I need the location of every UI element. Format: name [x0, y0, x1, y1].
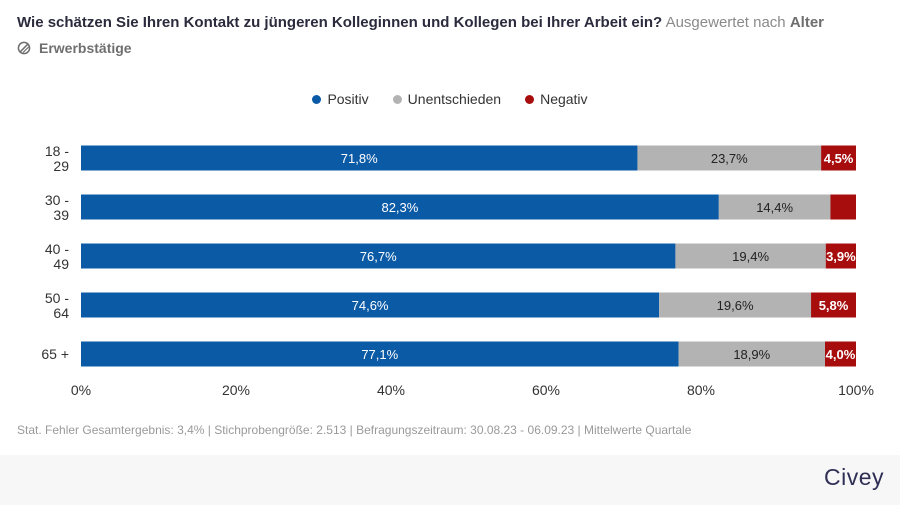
- bar-positiv: [81, 341, 679, 367]
- population-filter: Erwerbstätige: [17, 40, 132, 56]
- bar-negativ: [811, 292, 856, 318]
- chart-legend: Positiv Unentschieden Negativ: [0, 91, 900, 107]
- data-label-unentschieden: 18,9%: [733, 347, 770, 362]
- bar-positiv: [81, 194, 719, 220]
- category-label: 30 -39: [45, 192, 69, 223]
- methodology-footnote: Stat. Fehler Gesamtergebnis: 3,4% | Stic…: [17, 423, 692, 437]
- x-tick-label: 60%: [532, 382, 560, 398]
- x-tick-label: 80%: [687, 382, 715, 398]
- bar-unentschieden: [659, 292, 812, 318]
- data-label-positiv: 76,7%: [360, 249, 397, 264]
- data-label-positiv: 77,1%: [361, 347, 398, 362]
- data-label-positiv: 74,6%: [352, 298, 389, 313]
- legend-item-negativ[interactable]: Negativ: [525, 91, 588, 107]
- legend-label-unentschieden: Unentschieden: [407, 91, 502, 107]
- bar-positiv: [81, 292, 660, 318]
- bar-unentschieden: [637, 145, 822, 171]
- grouping-dimension: Alter: [789, 14, 825, 31]
- legend-item-unentschieden[interactable]: Unentschieden: [392, 91, 502, 107]
- legend-dot-unentschieden: [392, 94, 402, 104]
- bar-positiv: [81, 243, 676, 269]
- legend-label-negativ: Negativ: [540, 91, 588, 107]
- footer-band: [0, 455, 900, 505]
- bar-positiv: [81, 145, 638, 171]
- data-label-positiv: 71,8%: [341, 151, 378, 166]
- data-label-positiv: 82,3%: [381, 200, 418, 215]
- x-tick-label: 40%: [377, 382, 405, 398]
- legend-dot-negativ: [525, 94, 535, 104]
- bar-unentschieden: [718, 194, 831, 220]
- data-label-unentschieden: 23,7%: [711, 151, 748, 166]
- legend-dot-positiv: [312, 94, 322, 104]
- data-label-unentschieden: 19,6%: [717, 298, 754, 313]
- question-text: Wie schätzen Sie Ihren Kontakt zu jünger…: [17, 14, 663, 31]
- data-label-unentschieden: 19,4%: [732, 249, 769, 264]
- bar-unentschieden: [675, 243, 826, 269]
- bar-unentschieden: [678, 341, 825, 367]
- data-label-unentschieden: 14,4%: [756, 200, 793, 215]
- category-label: 40 -49: [45, 241, 69, 272]
- bar-negativ: [821, 145, 856, 171]
- category-label: 65 +: [41, 346, 69, 362]
- filter-label: Erwerbstätige: [39, 40, 132, 56]
- bar-negativ: [825, 243, 856, 269]
- category-label: 50 -64: [45, 290, 69, 321]
- grouping-prefix: Ausgewertet nach: [665, 14, 786, 31]
- filter-icon: [17, 41, 31, 55]
- data-label-negativ: 3,9%: [826, 249, 856, 264]
- brand-logo: Civey: [823, 464, 884, 490]
- x-tick-label: 0%: [71, 382, 91, 398]
- x-tick-label: 20%: [222, 382, 250, 398]
- data-label-negativ: 4,0%: [826, 347, 856, 362]
- data-label-negativ: 4,5%: [824, 151, 854, 166]
- legend-item-positiv[interactable]: Positiv: [312, 91, 369, 107]
- category-label: 18 -29: [45, 143, 69, 174]
- bar-negativ: [830, 194, 856, 220]
- bar-negativ: [825, 341, 856, 367]
- x-tick-label: 100%: [838, 382, 874, 398]
- stacked-bar-chart: 18 -29 71,8% 23,7% 4,5% 30 -39 82,3% 14,4% 40 -…: [41, 143, 874, 398]
- legend-label-positiv: Positiv: [327, 91, 369, 107]
- chart-title: Wie schätzen Sie Ihren Kontakt zu jünger…: [17, 14, 824, 31]
- data-label-negativ: 5,8%: [819, 298, 849, 313]
